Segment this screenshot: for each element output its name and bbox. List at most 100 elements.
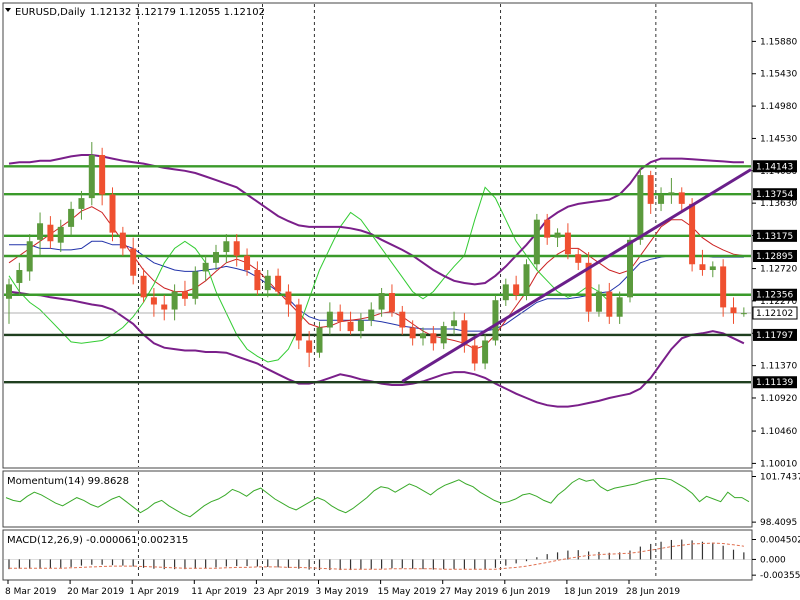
candle-body <box>119 232 126 249</box>
momentum-indicator <box>5 477 750 518</box>
time-axis: 8 Mar 2019 20 Mar 2019 1 Apr 2019 11 Apr 20… <box>5 580 680 597</box>
candle-body <box>451 320 458 327</box>
level-price-badge <box>753 188 797 201</box>
candle-body <box>150 297 157 305</box>
candle-body <box>254 270 261 291</box>
candle-body <box>585 262 592 312</box>
level-price-badge <box>753 376 797 389</box>
level-price-label: 1.14143 <box>756 162 793 172</box>
candle-body <box>109 194 116 233</box>
candle-body <box>595 291 602 312</box>
x-tick-label: 20 Mar 2019 <box>67 587 124 597</box>
level-price-badge <box>753 229 797 242</box>
support-trendline <box>401 168 752 383</box>
y-tick-label: 1.10920 <box>760 394 797 404</box>
level-price-badge <box>753 288 797 301</box>
candle-body <box>347 321 354 332</box>
macd-panel-frame <box>2 529 753 581</box>
candle-body <box>316 327 323 353</box>
x-tick-label: 3 May 2019 <box>316 587 369 597</box>
macd-tick-label: 0.000 <box>760 555 786 565</box>
candle-body <box>658 194 665 204</box>
candle-body <box>378 293 385 310</box>
candle-body <box>223 241 230 253</box>
candle-body <box>326 311 333 328</box>
candle-body <box>99 154 106 195</box>
price-axis: 1.158801.154301.149801.145301.140801.136… <box>752 37 800 581</box>
period-separators <box>137 4 657 579</box>
candle-body <box>233 241 240 256</box>
candle-body <box>202 262 209 272</box>
dropdown-triangle-icon[interactable] <box>5 8 11 12</box>
candle-body <box>523 264 530 296</box>
level-price-badge <box>753 328 797 341</box>
candle-body <box>554 232 561 238</box>
candle-body <box>295 304 302 341</box>
chikou-line <box>8 186 610 363</box>
candle-body <box>668 192 675 195</box>
candle-body <box>285 291 292 305</box>
candle-body <box>575 254 582 263</box>
candle-body <box>647 175 654 204</box>
candle-body <box>130 248 137 276</box>
candle-body <box>678 192 685 204</box>
candle-body <box>388 293 395 312</box>
candle-body <box>171 291 178 310</box>
candle-body <box>26 241 33 272</box>
candle-body <box>181 291 188 299</box>
x-tick-label: 23 Apr 2019 <box>253 587 309 597</box>
kijun-line <box>9 240 744 332</box>
y-tick-label: 1.13630 <box>760 199 797 209</box>
candle-body <box>306 340 313 353</box>
horizontal-levels[interactable] <box>4 165 751 384</box>
y-tick-label: 1.14980 <box>760 102 797 112</box>
candle-body <box>264 275 271 291</box>
candle-body <box>337 311 344 322</box>
momentum-tick-label: 101.7437 <box>760 473 800 483</box>
level-price-label: 1.11139 <box>756 378 793 388</box>
ohlc-values: 1.12132 1.12179 1.12055 1.12102 <box>90 7 265 18</box>
candle-body <box>730 307 737 314</box>
level-price-badge <box>753 160 797 173</box>
y-tick-label: 1.15880 <box>760 37 797 47</box>
candle-body <box>37 223 44 240</box>
candle-body <box>57 226 64 243</box>
y-tick-label: 1.14530 <box>760 134 797 144</box>
candle-body <box>213 252 219 263</box>
momentum-title: Momentum(14) 99.8628 <box>7 476 129 487</box>
candle-body <box>68 208 75 227</box>
y-tick-label: 1.11370 <box>760 362 797 372</box>
candle-body <box>161 304 168 310</box>
x-tick-label: 6 Jun 2019 <box>502 587 551 597</box>
level-price-badge <box>753 249 797 262</box>
y-tick-label: 1.12720 <box>760 265 797 275</box>
macd-title: MACD(12,26,9) -0.000061 0.002315 <box>7 535 188 546</box>
y-tick-label: 1.10460 <box>760 427 797 437</box>
x-tick-label: 27 May 2019 <box>440 587 499 597</box>
momentum-line <box>5 477 750 518</box>
x-tick-label: 15 May 2019 <box>378 587 437 597</box>
y-tick-label: 1.15430 <box>760 70 797 80</box>
x-tick-label: 28 Jun 2019 <box>626 587 680 597</box>
candle-body <box>192 271 199 299</box>
candle-body <box>6 284 12 299</box>
candle-body <box>544 219 551 238</box>
x-tick-label: 18 Jun 2019 <box>564 587 618 597</box>
candle-body <box>244 255 251 271</box>
candle-body <box>533 219 540 265</box>
candle-body <box>399 311 406 328</box>
candle-body <box>720 266 727 308</box>
momentum-panel-frame <box>2 470 753 528</box>
trendline[interactable] <box>401 168 752 383</box>
candlesticks <box>6 142 747 371</box>
candle-body <box>616 297 623 317</box>
candle-body <box>440 326 447 344</box>
candle-body <box>461 320 468 346</box>
macd-indicator <box>4 539 751 571</box>
candle-body <box>606 291 613 317</box>
candle-body <box>409 327 416 339</box>
candle-body <box>16 270 23 283</box>
level-price-label: 1.13754 <box>756 190 793 200</box>
